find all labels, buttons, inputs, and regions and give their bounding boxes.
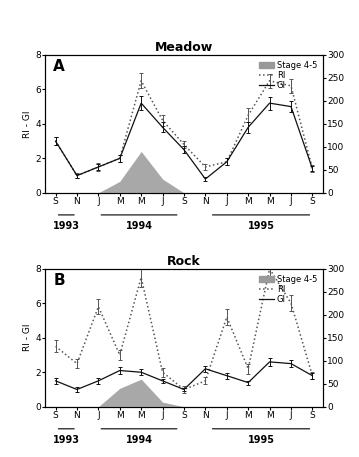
Title: Rock: Rock bbox=[167, 255, 201, 267]
Text: 1994: 1994 bbox=[126, 435, 153, 445]
Text: 1995: 1995 bbox=[248, 435, 275, 445]
Legend: Stage 4-5, RI, GI: Stage 4-5, RI, GI bbox=[257, 273, 319, 306]
Legend: Stage 4-5, RI, GI: Stage 4-5, RI, GI bbox=[257, 59, 319, 92]
Text: 1993: 1993 bbox=[53, 221, 80, 231]
Text: B: B bbox=[53, 273, 65, 288]
Text: A: A bbox=[53, 59, 65, 74]
Y-axis label: RI - GI: RI - GI bbox=[23, 324, 32, 351]
Y-axis label: % stage 4-5: % stage 4-5 bbox=[358, 311, 359, 365]
Y-axis label: % stage 4-5: % stage 4-5 bbox=[358, 97, 359, 151]
Y-axis label: RI - GI: RI - GI bbox=[23, 110, 32, 138]
Text: 1995: 1995 bbox=[248, 221, 275, 231]
Title: Meadow: Meadow bbox=[155, 41, 213, 53]
Text: 1993: 1993 bbox=[53, 435, 80, 445]
Text: 1994: 1994 bbox=[126, 221, 153, 231]
